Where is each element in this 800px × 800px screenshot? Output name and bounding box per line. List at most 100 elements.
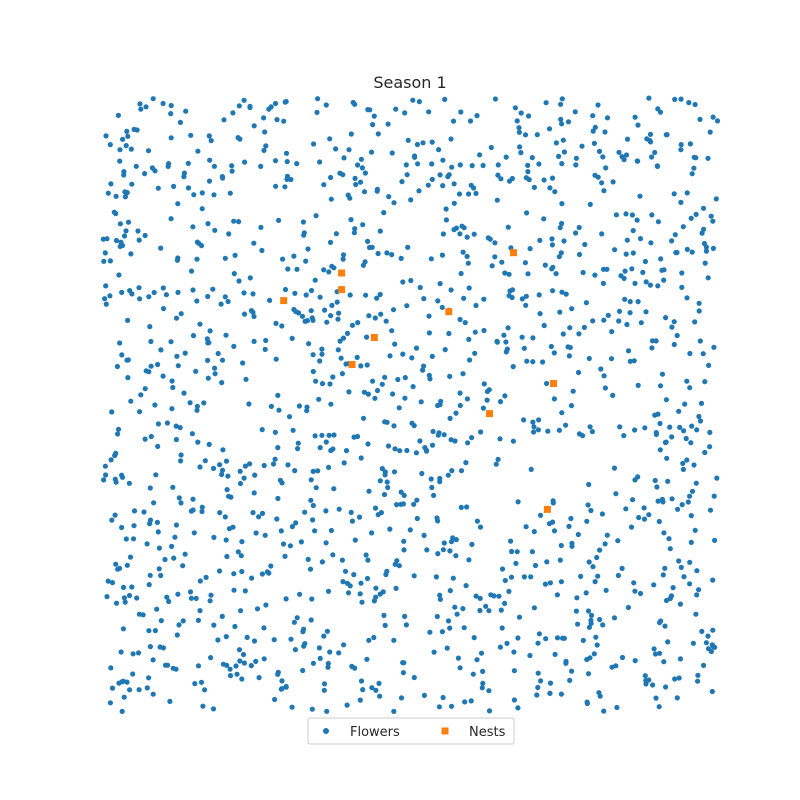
flower-point xyxy=(369,530,375,536)
flower-point xyxy=(653,338,659,344)
flower-point xyxy=(590,564,596,570)
flower-point xyxy=(144,685,150,691)
flower-point xyxy=(464,396,470,402)
flower-point xyxy=(665,639,671,645)
flower-point xyxy=(374,295,380,301)
flower-point xyxy=(495,172,501,178)
flower-point xyxy=(467,357,473,363)
flower-point xyxy=(247,275,253,281)
flower-point xyxy=(251,313,257,320)
flower-point xyxy=(365,391,371,397)
flower-point xyxy=(676,408,682,414)
flower-point xyxy=(305,556,311,563)
flower-point xyxy=(112,512,118,518)
flower-point xyxy=(128,398,134,404)
flower-point xyxy=(411,674,417,681)
flower-point xyxy=(278,528,284,534)
flower-point xyxy=(642,425,648,431)
flower-point xyxy=(420,367,426,373)
flower-point xyxy=(293,520,299,526)
flower-point xyxy=(287,543,293,549)
flower-point xyxy=(517,144,523,150)
flower-point xyxy=(341,642,347,648)
flower-point xyxy=(613,491,619,497)
flower-point xyxy=(627,310,633,316)
flower-point xyxy=(333,231,339,237)
flower-point xyxy=(398,695,405,701)
flower-point xyxy=(515,705,521,711)
flower-point xyxy=(499,566,506,572)
flower-point xyxy=(651,582,657,588)
flower-point xyxy=(599,180,605,186)
flower-point xyxy=(204,336,210,342)
flower-point xyxy=(587,424,593,430)
flower-point xyxy=(629,212,636,218)
flower-point xyxy=(155,443,161,449)
flower-point xyxy=(251,338,257,344)
flower-point xyxy=(669,324,675,330)
flower-point xyxy=(544,559,550,565)
flower-point xyxy=(521,345,527,351)
flower-point xyxy=(195,617,201,624)
flower-point xyxy=(284,173,290,179)
flower-point xyxy=(535,427,542,433)
flower-point xyxy=(598,366,604,372)
flower-point xyxy=(250,509,256,516)
flower-point xyxy=(384,419,390,425)
flower-point xyxy=(660,499,666,505)
flower-point xyxy=(445,618,452,624)
flower-point xyxy=(458,109,464,115)
flower-point xyxy=(284,159,290,165)
flower-point xyxy=(357,591,363,597)
flower-point xyxy=(178,500,184,506)
flower-point xyxy=(590,128,596,134)
flower-point xyxy=(334,299,340,305)
flower-point xyxy=(136,237,142,243)
flower-point xyxy=(593,634,599,640)
flower-point xyxy=(333,146,339,152)
flower-point xyxy=(492,96,498,102)
flower-point xyxy=(174,353,180,359)
flower-point xyxy=(530,419,536,425)
flower-point xyxy=(535,684,541,691)
flower-point xyxy=(327,136,333,142)
nest-point xyxy=(550,380,557,387)
flower-point xyxy=(583,300,590,306)
flower-point xyxy=(271,637,277,643)
flower-point xyxy=(205,375,211,381)
flower-point xyxy=(632,114,638,120)
flower-point xyxy=(219,613,225,620)
flower-point xyxy=(315,468,321,474)
flower-point xyxy=(341,155,347,161)
flower-point xyxy=(147,324,153,330)
flower-point xyxy=(551,528,558,534)
flower-point xyxy=(494,197,500,203)
flower-point xyxy=(679,502,685,508)
flower-point xyxy=(477,524,484,530)
flower-point xyxy=(400,670,406,676)
flower-point xyxy=(197,464,203,470)
flower-point xyxy=(122,194,128,200)
flower-point xyxy=(448,136,454,142)
flower-point xyxy=(429,176,435,182)
flower-point xyxy=(531,529,537,535)
flower-point xyxy=(420,140,426,146)
flower-point xyxy=(466,557,472,563)
flower-point xyxy=(542,581,549,587)
flower-point xyxy=(274,516,280,522)
flower-point xyxy=(538,678,544,684)
flower-point xyxy=(207,157,213,163)
flower-point xyxy=(172,534,178,540)
flower-point xyxy=(621,433,627,439)
flower-point xyxy=(282,286,289,293)
flower-point xyxy=(394,502,400,508)
flower-point xyxy=(171,183,177,189)
flower-point xyxy=(308,617,314,623)
flower-point xyxy=(302,318,308,324)
flower-point xyxy=(592,124,598,130)
flower-point xyxy=(537,512,544,518)
flower-point xyxy=(608,356,615,362)
flower-point xyxy=(464,234,470,240)
flower-point xyxy=(231,343,237,349)
flower-point xyxy=(597,616,603,623)
